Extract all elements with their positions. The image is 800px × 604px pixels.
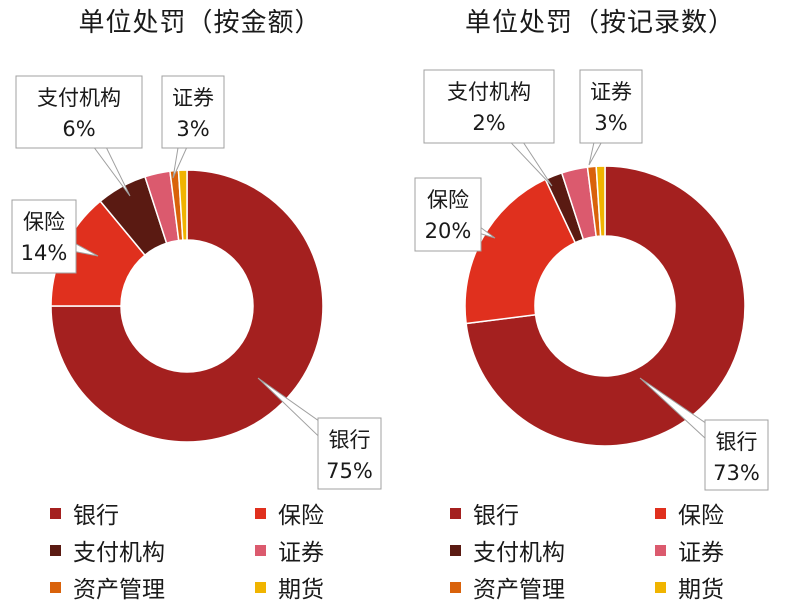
chart-title: 单位处罚（按记录数） <box>464 8 735 38</box>
legend-label: 银行 <box>473 503 519 529</box>
legend-swatch <box>255 507 266 519</box>
legend-item-securities: 证券 <box>255 534 390 566</box>
legend-swatch <box>450 544 461 556</box>
callout-name: 银行 <box>716 430 758 454</box>
callout-value: 14% <box>21 241 68 265</box>
legend-swatch <box>50 581 61 593</box>
legend-label: 期货 <box>278 577 324 603</box>
legend-label: 证券 <box>278 540 324 566</box>
legend-swatch <box>255 581 266 593</box>
callout-value: 20% <box>425 219 472 243</box>
callout-securities: 证券 3% <box>161 75 225 179</box>
callout-value: 6% <box>62 117 95 141</box>
legend-swatch <box>655 507 666 519</box>
callout-value: 75% <box>326 459 373 483</box>
donut-slice-bank <box>50 169 324 443</box>
legend-label: 资产管理 <box>473 577 565 603</box>
chart-panel-records: 单位处罚（按记录数） 银行 73% 保险 20% 支付机构 2% 证券 3% 银行 保险 支付机构… <box>400 0 800 603</box>
donut-slice-bank <box>465 165 746 447</box>
callout-name: 证券 <box>590 80 632 104</box>
callout-name: 支付机构 <box>37 86 121 110</box>
legend-swatch <box>655 544 666 556</box>
legend-label: 银行 <box>73 503 119 529</box>
legend-item-insurance: 保险 <box>255 497 390 529</box>
chart-title: 单位处罚（按金额） <box>78 8 322 38</box>
legend-swatch <box>450 581 461 593</box>
legend-label: 期货 <box>678 577 724 603</box>
legend-swatch <box>655 581 666 593</box>
legend-item-bank: 银行 <box>50 497 255 529</box>
legend-item-bank: 银行 <box>450 497 655 529</box>
donut-slice-futures <box>595 165 606 237</box>
legend-item-asset-mgmt: 资产管理 <box>50 571 255 603</box>
legend-label: 支付机构 <box>73 540 165 566</box>
legend-item-futures: 期货 <box>655 571 790 603</box>
legend: 银行 保险支付机构 证券资产管理 期货 <box>450 497 790 603</box>
callout-value: 73% <box>713 461 760 485</box>
legend-item-insurance: 保险 <box>655 497 790 529</box>
callout-bank: 银行 75% <box>257 377 382 490</box>
donut-slice-insurance <box>464 178 577 325</box>
legend: 银行 保险支付机构 证券资产管理 期货 <box>50 497 390 603</box>
callout-bank: 银行 73% <box>639 377 769 491</box>
legend-label: 保险 <box>678 503 724 529</box>
callout-value: 3% <box>176 117 209 141</box>
callout-value: 2% <box>472 111 505 135</box>
legend-item-payment: 支付机构 <box>450 534 655 566</box>
callout-insurance: 保险 20% <box>414 177 496 252</box>
callout-name: 保险 <box>23 210 65 234</box>
legend-swatch <box>450 507 461 519</box>
legend-swatch <box>255 544 266 556</box>
legend-label: 支付机构 <box>473 540 565 566</box>
callout-securities: 证券 3% <box>579 69 643 166</box>
legend-item-payment: 支付机构 <box>50 534 255 566</box>
callout-name: 证券 <box>172 86 214 110</box>
callout-value: 3% <box>594 111 627 135</box>
chart-panel-amount: 单位处罚（按金额） 银行 75% 保险 14% 支付机构 6% 证券 3% 银行 保险 支付机构证… <box>0 0 400 603</box>
donut-slice-futures <box>177 169 188 241</box>
legend-label: 证券 <box>678 540 724 566</box>
donut-chart: 银行 75% 保险 14% 支付机构 6% 证券 3% <box>11 75 382 490</box>
callout-name: 支付机构 <box>447 80 531 104</box>
legend-item-asset-mgmt: 资产管理 <box>450 571 655 603</box>
legend-item-futures: 期货 <box>255 571 390 603</box>
callout-insurance: 保险 14% <box>11 199 99 274</box>
callout-payment: 支付机构 2% <box>423 69 555 187</box>
callout-name: 保险 <box>427 188 469 212</box>
callout-payment: 支付机构 6% <box>15 75 143 197</box>
legend-swatch <box>50 544 61 556</box>
legend-label: 资产管理 <box>73 577 165 603</box>
callout-name: 银行 <box>329 428 371 452</box>
legend-swatch <box>50 507 61 519</box>
legend-item-securities: 证券 <box>655 534 790 566</box>
donut-chart: 银行 73% 保险 20% 支付机构 2% 证券 3% <box>414 69 769 491</box>
legend-label: 保险 <box>278 503 324 529</box>
